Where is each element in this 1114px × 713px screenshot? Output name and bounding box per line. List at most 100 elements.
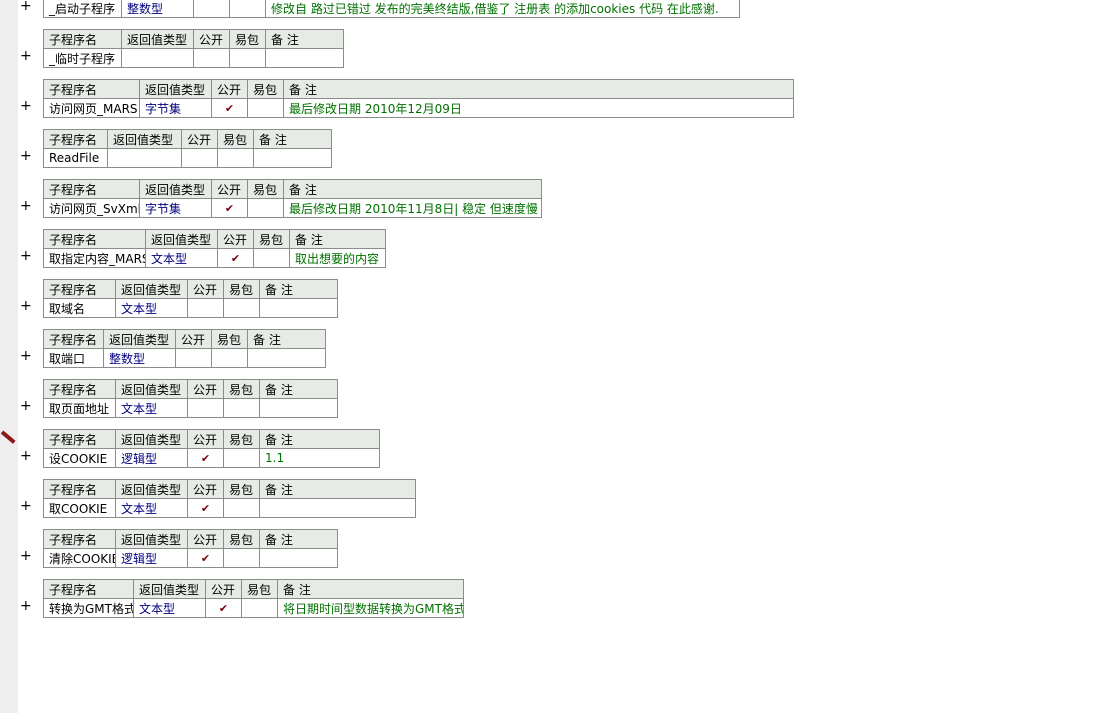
return-type-cell[interactable]: 文本型 — [145, 248, 218, 268]
note-cell[interactable] — [253, 148, 332, 168]
table-header-row: 子程序名 返回值类型 公开 易包备 注 — [43, 279, 338, 299]
return-type-cell[interactable]: 文本型 — [115, 298, 188, 318]
check-icon: ✔ — [200, 451, 211, 465]
table-row[interactable]: 取COOKIE 文本型 ✔ — [43, 498, 416, 518]
return-type-cell[interactable] — [107, 148, 182, 168]
table-row[interactable]: 访问网页_MARS 字节集 ✔ 最后修改日期 2010年12月09日 — [43, 98, 794, 118]
public-cell[interactable] — [175, 348, 212, 368]
easy-package-cell[interactable] — [223, 498, 260, 518]
public-cell[interactable]: ✔ — [187, 548, 224, 568]
note-cell[interactable]: 最后修改日期 2010年12月09日 — [283, 98, 794, 118]
note-cell[interactable]: 将日期时间型数据转换为GMT格式 — [277, 598, 464, 618]
expand-plus-icon[interactable]: + — [20, 598, 32, 614]
easy-package-cell[interactable] — [247, 198, 284, 218]
subroutine-name-cell[interactable]: 设COOKIE — [43, 448, 116, 468]
table-row[interactable]: 取页面地址 文本型 — [43, 398, 338, 418]
subroutine-name-cell[interactable]: 访问网页_SvXml — [43, 198, 140, 218]
table-row[interactable]: 取端口 整数型 — [43, 348, 326, 368]
easy-package-cell[interactable] — [223, 448, 260, 468]
expand-plus-icon[interactable]: + — [20, 448, 32, 464]
subroutine-name-cell[interactable]: 取指定内容_MARS — [43, 248, 146, 268]
public-cell[interactable]: ✔ — [211, 98, 248, 118]
note-cell[interactable] — [247, 348, 326, 368]
subroutine-name-cell[interactable]: 取端口 — [43, 348, 104, 368]
public-cell[interactable] — [187, 298, 224, 318]
public-cell[interactable]: ✔ — [205, 598, 242, 618]
subroutine-name-cell[interactable]: 访问网页_MARS — [43, 98, 140, 118]
easy-package-cell[interactable] — [247, 98, 284, 118]
note-cell[interactable]: 1.1 — [259, 448, 380, 468]
header-note: 备 注 — [283, 79, 794, 99]
return-type-cell[interactable]: 文本型 — [133, 598, 206, 618]
public-cell[interactable]: ✔ — [211, 198, 248, 218]
return-type-cell[interactable]: 整数型 — [121, 0, 194, 18]
subroutine-name-cell[interactable]: 转换为GMT格式 — [43, 598, 134, 618]
public-cell[interactable] — [193, 48, 230, 68]
return-type-cell[interactable]: 字节集 — [139, 198, 212, 218]
public-cell[interactable]: ✔ — [217, 248, 254, 268]
table-row[interactable]: 访问网页_SvXml 字节集 ✔ 最后修改日期 2010年11月8日| 稳定 但速度慢 — [43, 198, 542, 218]
subroutine-name-cell[interactable]: 取页面地址 — [43, 398, 116, 418]
expand-plus-icon[interactable]: + — [20, 498, 32, 514]
easy-package-cell[interactable] — [211, 348, 248, 368]
return-type-cell[interactable]: 文本型 — [115, 398, 188, 418]
table-row[interactable]: _启动子程序 整数型 修改自 路过已错过 发布的完美终结版,借鉴了 注册表 的添加c… — [43, 0, 740, 18]
subroutine-name-cell[interactable]: _启动子程序 — [43, 0, 122, 18]
expand-plus-icon[interactable]: + — [20, 48, 32, 64]
expand-plus-icon[interactable]: + — [20, 198, 32, 214]
public-cell[interactable] — [181, 148, 218, 168]
table-row[interactable]: 清除COOKIE 逻辑型 ✔ — [43, 548, 338, 568]
expand-plus-icon[interactable]: + — [20, 398, 32, 414]
easy-package-cell[interactable] — [223, 298, 260, 318]
table-row[interactable]: _临时子程序 — [43, 48, 344, 68]
return-type-cell[interactable]: 文本型 — [115, 498, 188, 518]
subroutine-name-cell[interactable]: 取COOKIE — [43, 498, 116, 518]
expand-plus-icon[interactable]: + — [20, 548, 32, 564]
expand-plus-icon[interactable]: + — [20, 0, 32, 14]
public-cell[interactable]: ✔ — [187, 448, 224, 468]
subroutine-name-cell[interactable]: 清除COOKIE — [43, 548, 116, 568]
note-cell[interactable]: 最后修改日期 2010年11月8日| 稳定 但速度慢 — [283, 198, 542, 218]
expand-plus-icon[interactable]: + — [20, 348, 32, 364]
return-type-cell[interactable]: 字节集 — [139, 98, 212, 118]
easy-package-cell[interactable] — [229, 48, 266, 68]
check-icon: ✔ — [218, 601, 229, 615]
easy-package-cell[interactable] — [223, 398, 260, 418]
header-note: 备 注 — [259, 279, 338, 299]
note-cell[interactable] — [259, 398, 338, 418]
header-type: 返回值类型 — [115, 279, 188, 299]
table-row[interactable]: 取域名 文本型 — [43, 298, 338, 318]
subroutine-name-cell[interactable]: 取域名 — [43, 298, 116, 318]
header-easy: 易包 — [223, 379, 260, 399]
note-cell[interactable]: 取出想要的内容 — [289, 248, 386, 268]
return-type-cell[interactable]: 逻辑型 — [115, 448, 188, 468]
note-cell[interactable] — [265, 48, 344, 68]
table-row[interactable]: 设COOKIE 逻辑型 ✔ 1.1 — [43, 448, 380, 468]
table-row[interactable]: 取指定内容_MARS 文本型 ✔ 取出想要的内容 — [43, 248, 386, 268]
public-cell[interactable] — [187, 398, 224, 418]
easy-package-cell[interactable] — [229, 0, 266, 18]
header-name: 子程序名 — [43, 529, 116, 549]
return-type-cell[interactable]: 逻辑型 — [115, 548, 188, 568]
subroutine-name-cell[interactable]: ReadFile — [43, 148, 108, 168]
easy-package-cell[interactable] — [217, 148, 254, 168]
note-cell[interactable] — [259, 298, 338, 318]
public-cell[interactable] — [193, 0, 230, 18]
return-type-cell[interactable]: 整数型 — [103, 348, 176, 368]
easy-package-cell[interactable] — [241, 598, 278, 618]
note-cell[interactable] — [259, 498, 416, 518]
subroutine-name-cell[interactable]: _临时子程序 — [43, 48, 122, 68]
table-row[interactable]: 转换为GMT格式 文本型 ✔ 将日期时间型数据转换为GMT格式 — [43, 598, 464, 618]
table-row[interactable]: ReadFile — [43, 148, 332, 168]
expand-plus-icon[interactable]: + — [20, 248, 32, 264]
expand-plus-icon[interactable]: + — [20, 98, 32, 114]
return-type-cell[interactable] — [121, 48, 194, 68]
public-cell[interactable]: ✔ — [187, 498, 224, 518]
note-cell[interactable] — [259, 548, 338, 568]
note-cell[interactable]: 修改自 路过已错过 发布的完美终结版,借鉴了 注册表 的添加cookies 代码… — [265, 0, 740, 18]
expand-plus-icon[interactable]: + — [20, 148, 32, 164]
expand-plus-icon[interactable]: + — [20, 298, 32, 314]
table-header-row: 子程序名 返回值类型 公开 易包备 注 — [43, 79, 794, 99]
easy-package-cell[interactable] — [253, 248, 290, 268]
easy-package-cell[interactable] — [223, 548, 260, 568]
